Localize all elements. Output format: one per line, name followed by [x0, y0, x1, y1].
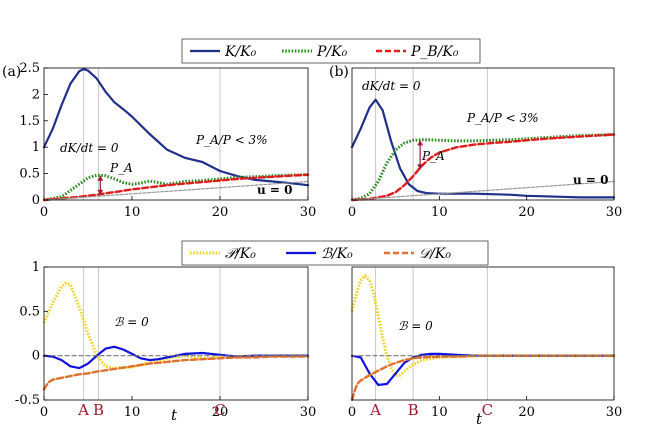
panel-b-series-3 — [350, 133, 616, 202]
panel-c-ytick-label-1: -0.5 — [15, 393, 40, 408]
panel-a-ytick-label-2: 0.5 — [19, 167, 40, 182]
panel-a-ytick-label-3: 1 — [32, 140, 40, 155]
panel-d-xtick-label-2: 10 — [431, 405, 448, 420]
panel-c-ytick-label-3: 0.5 — [19, 304, 40, 319]
panel-c-marker-A: A — [77, 401, 89, 419]
annotation-a-pa: P_A — [109, 161, 133, 175]
annotation-b-ratio: P_A/P < 3% — [466, 111, 539, 125]
panel-c-xtick-label-2: 10 — [124, 405, 141, 420]
panel-b-series-4 — [351, 180, 615, 201]
panel-c-marker-C: C — [214, 401, 225, 419]
panel-d-marker-A: A — [369, 401, 381, 419]
panel-a-ytick-label-6: 2.5 — [19, 61, 40, 76]
annotation-a-dkdt: dK/dt = 0 — [60, 141, 119, 155]
panel-d-series-1 — [350, 274, 614, 377]
legend-bottom-label-1: 𝒫/K₀ — [225, 246, 256, 262]
legend-bottom-label-2: ℬ/K₀ — [321, 246, 353, 262]
panel-a-ytick-label-5: 2 — [32, 87, 40, 102]
annotation-b-dkdt: dK/dt = 0 — [362, 79, 421, 93]
annotation-b-pa: P_A — [421, 149, 445, 163]
panel-a-ytick-label-1: 0 — [32, 193, 40, 208]
annotation-a-u0: u = 0 — [257, 183, 292, 197]
panel-a-xtick-label-1: 0 — [40, 205, 48, 220]
legend-bottom: 𝒫/K₀ ℬ/K₀ 𝒟/K₀ — [181, 240, 489, 266]
legend-top-box — [181, 38, 481, 64]
panel-c-xtick-label-4: 30 — [300, 405, 317, 420]
panel-a-series-4 — [43, 180, 309, 201]
panel-c-ytick-label-4: 1 — [32, 260, 40, 275]
legend-top-label-1: K/K₀ — [224, 44, 257, 60]
legend-top-label-2: P/K₀ — [316, 44, 348, 60]
panel-a-kinetic-energy: 0 10 20 30 0 0.5 1 1.5 2 2.5 — [19, 61, 316, 220]
annotation-b-u0: u = 0 — [573, 173, 608, 187]
panel-d-xtick-label-3: 20 — [518, 405, 535, 420]
panel-c-xtick-label-3: 20 — [212, 405, 229, 420]
panel-d-xtick-label-4: 30 — [606, 405, 623, 420]
panel-c-marker-B: B — [93, 401, 104, 419]
panel-a-axes-frame — [43, 67, 309, 201]
panel-b-xtick-label-1: 0 — [348, 205, 356, 220]
panel-label-a: (a) — [2, 64, 21, 80]
panel-c-axes-frame — [43, 266, 309, 401]
panel-b-kinetic-energy: 0 10 20 30 — [348, 67, 623, 220]
annotation-a-ratio: P_A/P < 3% — [195, 133, 268, 147]
annotation-c-b0: ℬ = 0 — [114, 315, 149, 329]
panel-d-xtick-label-1: 0 — [348, 405, 356, 420]
legend-top-label-3: P_B/K₀ — [410, 44, 459, 60]
legend-bottom-box — [181, 240, 489, 266]
panel-a-series-3 — [42, 173, 310, 202]
panel-d-series-2 — [350, 352, 616, 386]
panel-d-energy-budget: 0 10 20 30 A B C — [348, 266, 623, 420]
panel-b-axes-frame — [351, 67, 615, 201]
panel-c-energy-budget: 0 10 20 30-0.500.51A B C — [15, 260, 316, 420]
panel-b-pa-arrow-head-top — [417, 140, 424, 146]
panel-a-xtick-label-4: 30 — [300, 205, 317, 220]
x-axis-label-d: t — [476, 410, 483, 428]
panel-a-pa-arrow-head-bottom — [97, 189, 104, 195]
panel-b-xtick-label-2: 10 — [431, 205, 448, 220]
panel-b-pa-arrow-head-bottom — [417, 164, 424, 170]
panel-b-xtick-label-3: 20 — [518, 205, 535, 220]
panel-d-series-3 — [350, 354, 616, 402]
annotation-d-b0: ℬ = 0 — [398, 319, 433, 333]
panel-c-ytick-label-2: 0 — [32, 349, 40, 364]
panel-d-axes-frame — [351, 266, 615, 401]
panel-a-series-2 — [43, 173, 309, 202]
panel-d-marker-C: C — [482, 401, 493, 419]
legend-top: K/K₀ P/K₀ P_B/K₀ — [181, 38, 481, 64]
panel-a-pa-arrow-head-top — [97, 175, 104, 181]
panel-d-marker-B: B — [408, 401, 419, 419]
panel-a-xtick-label-2: 10 — [124, 205, 141, 220]
panel-a-ytick-label-4: 1.5 — [19, 114, 40, 129]
panel-c-series-3 — [42, 355, 310, 391]
panel-b-xtick-label-4: 30 — [606, 205, 623, 220]
panel-b-series-2 — [351, 133, 615, 202]
panel-a-xtick-label-3: 20 — [212, 205, 229, 220]
x-axis-label-c: t — [171, 406, 178, 424]
panel-c-xtick-label-1: 0 — [40, 405, 48, 420]
legend-bottom-label-3: 𝒟/K₀ — [419, 246, 451, 262]
panel-label-b: (b) — [329, 64, 349, 80]
